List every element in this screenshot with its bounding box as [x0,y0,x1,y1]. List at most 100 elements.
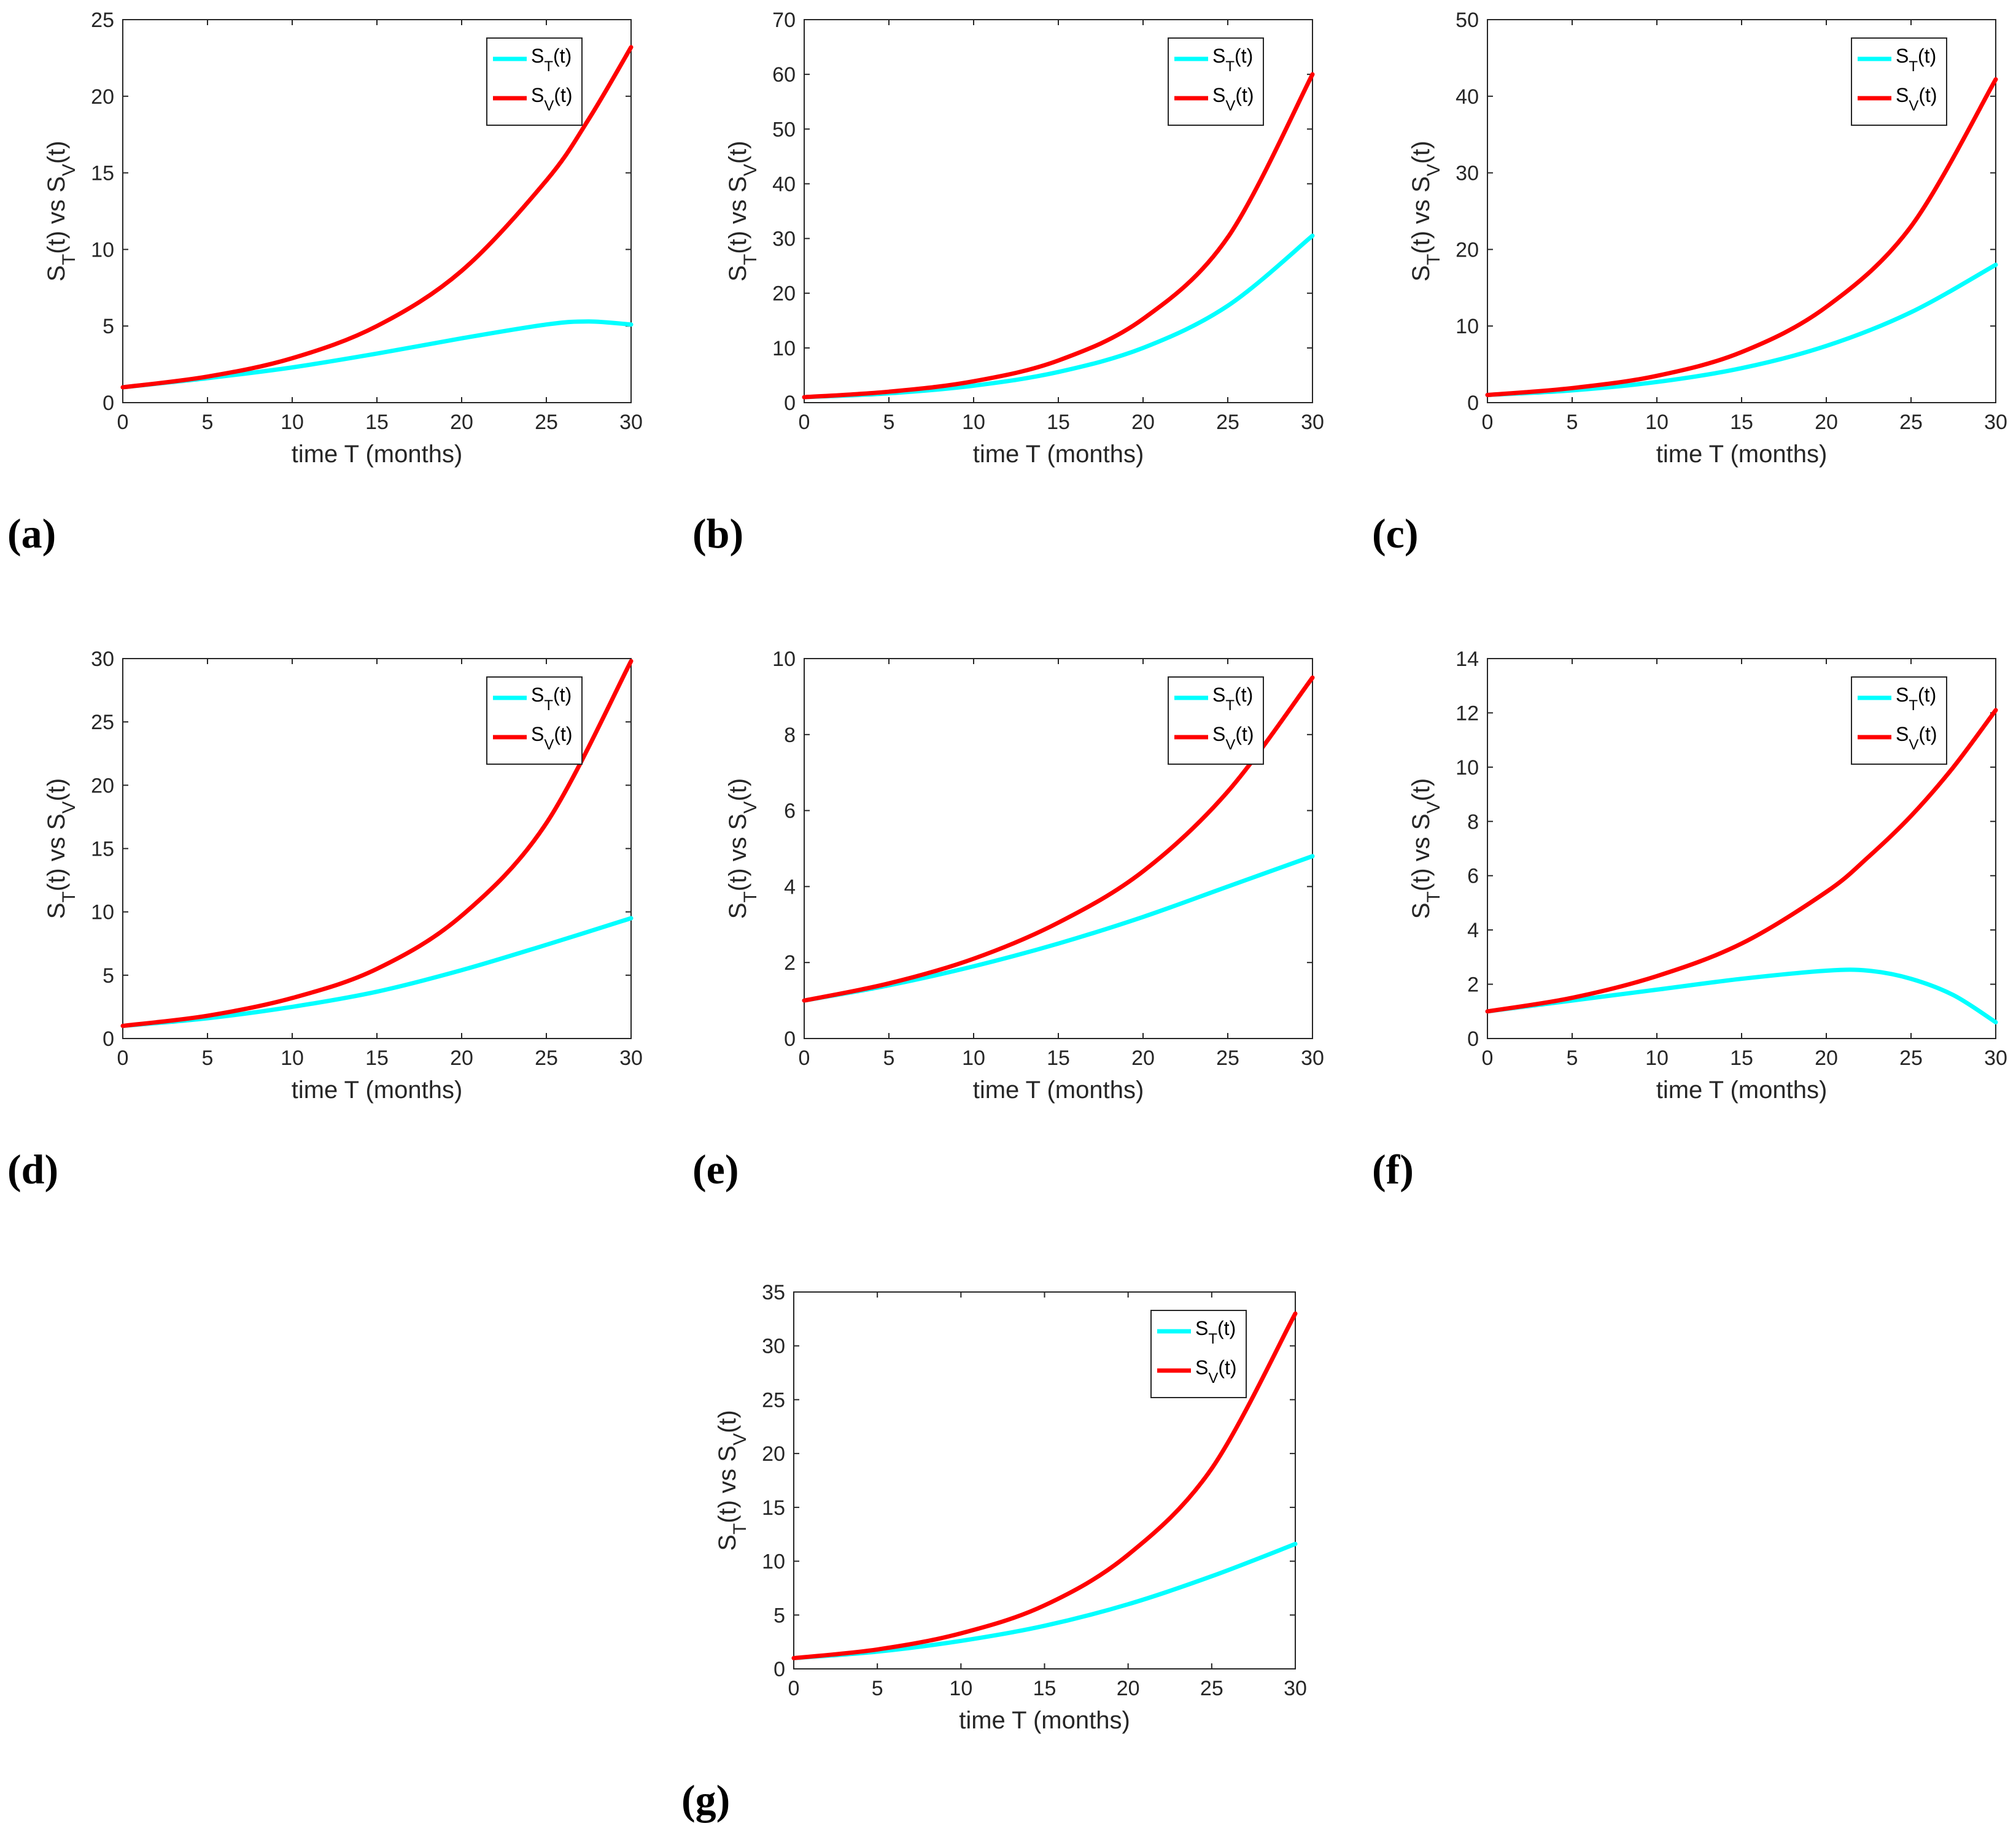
y-tick-label: 35 [762,1281,785,1304]
y-tick-label: 25 [91,9,114,32]
series-line-svt [1485,77,1998,397]
y-tick-label: 40 [772,172,796,196]
x-tick-label: 5 [1567,411,1578,434]
y-tick-label: 14 [1456,648,1479,671]
legend: ST(t) SV(t) [486,676,583,765]
x-tick-label: 0 [1482,1046,1494,1070]
x-tick-label: 5 [883,1046,895,1070]
legend-box [1150,1310,1247,1398]
chart-panel: 0 5 10 15 20 25 30 0 5 10 15 20 25 time T (months) ST(… [7,9,643,557]
y-tick-label: 10 [91,901,114,924]
y-tick-label: 25 [91,711,114,734]
x-tick-label: 25 [1200,1677,1223,1700]
legend-entry-label: ST(t) [1195,1317,1236,1347]
x-tick-label: 5 [202,1046,214,1070]
y-tick-label: 10 [91,238,114,261]
legend-entry-label: ST(t) [1212,45,1253,75]
y-tick-label: 0 [1467,392,1479,415]
y-axis-label: ST(t) vs SV(t) [43,778,79,919]
x-tick-label: 10 [281,1046,304,1070]
y-tick-label: 0 [1467,1027,1479,1051]
y-tick-label: 30 [772,228,796,251]
x-axis-label: time T (months) [973,1077,1144,1104]
x-tick-label: 30 [1284,1677,1307,1700]
x-tick-label: 25 [535,411,558,434]
x-tick-label: 30 [1984,411,2007,434]
y-tick-label: 60 [772,63,796,87]
y-tick-label: 10 [772,648,796,671]
y-tick-label: 50 [1456,9,1479,32]
y-tick-label: 20 [762,1442,785,1466]
series-line-svt [120,659,634,1028]
y-axis-label: ST(t) vs SV(t) [1408,778,1444,919]
panel-letter: (f) [1372,1146,1414,1193]
x-tick-label: 5 [883,411,895,434]
y-tick-label: 50 [772,118,796,141]
panel-letter: (c) [1372,510,1418,557]
y-tick-label: 25 [762,1388,785,1412]
x-tick-label: 25 [1899,411,1923,434]
x-tick-label: 20 [1117,1677,1140,1700]
x-tick-label: 10 [1645,411,1669,434]
legend-entry-label: SV(t) [531,723,573,753]
x-tick-label: 20 [1131,1046,1155,1070]
chart-panel: 0 5 10 15 20 25 30 0 10 20 30 40 50 time T (months) ST… [1372,9,2007,557]
panel-letter: (a) [7,510,56,557]
y-tick-label: 5 [103,315,114,338]
chart-panel: 0 5 10 15 20 25 30 0 5 10 15 20 25 30 35 time T (months… [681,1281,1307,1823]
legend-entry-label: ST(t) [1212,684,1253,714]
panel-letter: (d) [7,1146,58,1193]
x-tick-label: 30 [1301,411,1324,434]
y-tick-label: 15 [91,162,114,185]
x-axis-label: time T (months) [959,1707,1130,1734]
x-axis-label: time T (months) [1656,441,1828,468]
legend-entry-label: SV(t) [1212,723,1254,753]
legend: ST(t) SV(t) [1851,37,1947,126]
y-tick-label: 5 [773,1604,785,1627]
x-tick-label: 25 [1899,1046,1923,1070]
legend: ST(t) SV(t) [1168,676,1264,765]
y-tick-label: 15 [762,1496,785,1520]
y-tick-label: 5 [103,964,114,988]
x-tick-label: 20 [450,411,473,434]
y-tick-label: 20 [1456,238,1479,261]
x-tick-label: 25 [535,1046,558,1070]
legend-entry-label: SV(t) [1896,723,1937,753]
legend-entry-label: SV(t) [531,84,573,114]
y-tick-label: 6 [784,800,796,823]
x-tick-label: 15 [1730,1046,1753,1070]
panel-letter: (e) [692,1146,739,1193]
x-tick-label: 0 [117,411,129,434]
x-tick-label: 30 [1984,1046,2007,1070]
y-tick-label: 30 [1456,162,1479,185]
legend-entry-label: ST(t) [1896,684,1936,714]
y-tick-label: 20 [91,85,114,109]
y-axis-label: ST(t) vs SV(t) [1408,141,1444,281]
y-tick-label: 10 [1456,756,1479,780]
legend: ST(t) SV(t) [1168,37,1264,126]
legend-entry-label: ST(t) [1896,45,1936,75]
x-tick-label: 10 [962,1046,985,1070]
y-tick-label: 20 [91,774,114,797]
x-tick-label: 10 [949,1677,972,1700]
y-tick-label: 2 [784,951,796,975]
legend-entry-label: ST(t) [531,684,572,714]
x-tick-label: 5 [872,1677,883,1700]
x-tick-label: 25 [1216,411,1239,434]
x-tick-label: 15 [1730,411,1753,434]
x-tick-label: 0 [117,1046,129,1070]
series-line-svt [120,45,634,390]
x-tick-label: 0 [799,1046,810,1070]
legend-entry-label: SV(t) [1212,84,1254,114]
x-tick-label: 30 [619,411,643,434]
x-tick-label: 0 [799,411,810,434]
x-axis-label: time T (months) [292,441,463,468]
y-tick-label: 30 [762,1335,785,1358]
x-tick-label: 15 [1047,411,1070,434]
y-tick-label: 6 [1467,865,1479,888]
y-tick-label: 0 [103,392,114,415]
x-tick-label: 15 [365,1046,389,1070]
legend-box [1851,37,1947,126]
series-line-stt [120,916,634,1028]
